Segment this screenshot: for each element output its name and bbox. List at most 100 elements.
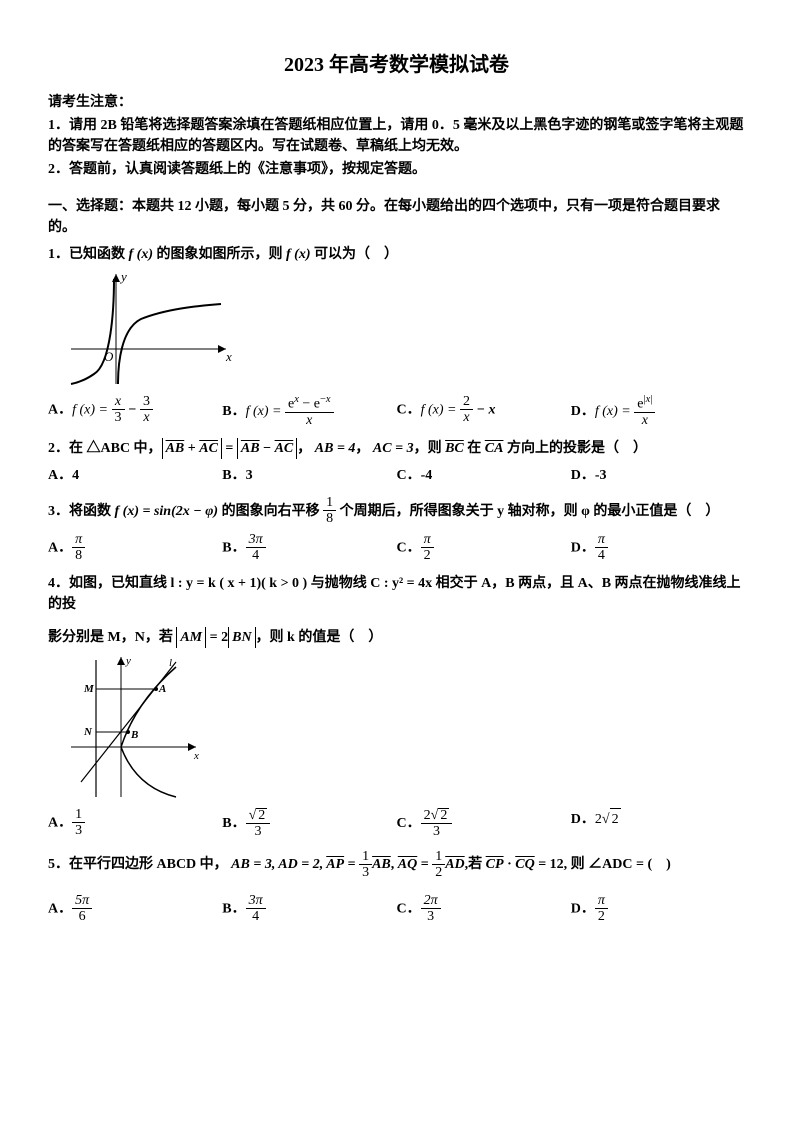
q3b-d: 4 bbox=[246, 548, 266, 563]
q1-fx1: f (x) bbox=[129, 247, 154, 262]
q4-stem2: 影分别是 M，N，若 AM = 2BN，则 k 的值是（ ） bbox=[48, 627, 745, 648]
q3-s3: 个周期后，所得图象关于 y 轴对称，则 φ 的最小正值是（ ） bbox=[336, 504, 719, 519]
svg-text:y: y bbox=[119, 269, 127, 284]
q3c-d: 2 bbox=[421, 548, 434, 563]
q1d-d: x bbox=[634, 413, 655, 428]
svg-text:x: x bbox=[225, 349, 232, 364]
q4c-sq: 2 bbox=[438, 808, 449, 823]
q4c-p: 2 bbox=[424, 808, 431, 823]
q4a-d: 3 bbox=[72, 823, 85, 838]
q4-c: C．2√23 bbox=[397, 808, 571, 839]
q2-s1: 2．在 △ABC 中， bbox=[48, 441, 162, 456]
q1c-label: C． bbox=[397, 402, 421, 417]
q4b-n: √2 bbox=[246, 808, 271, 824]
q3-choices: A．π8 B．3π4 C．π2 D．π4 bbox=[48, 533, 745, 563]
q1b-n: ex − e−x bbox=[285, 395, 334, 413]
q1a-n2: 3 bbox=[140, 395, 153, 410]
q1c-n: 2 bbox=[460, 395, 473, 410]
q3-a: A．π8 bbox=[48, 533, 222, 563]
q4b-l: B． bbox=[222, 816, 245, 831]
q2-m2: ，则 bbox=[414, 441, 446, 456]
svg-text:y: y bbox=[125, 655, 131, 667]
q4d-v: 2√2 bbox=[595, 812, 621, 827]
question-2: 2．在 △ABC 中，AB + AC = AB − AC， AB = 4， AC… bbox=[48, 438, 745, 486]
question-5: 5．在平行四边形 ABCD 中， AB = 3, AD = 2, AP = 13… bbox=[48, 850, 745, 925]
q5-cp: CP bbox=[486, 857, 504, 872]
q4c-l: C． bbox=[397, 816, 421, 831]
q5-f2d: 2 bbox=[432, 865, 445, 880]
q5-aq: AQ bbox=[398, 857, 417, 872]
q1a-d1: 3 bbox=[112, 410, 125, 425]
q5-ab: AB bbox=[372, 857, 391, 872]
q4c-d: 3 bbox=[421, 824, 453, 839]
q2-on: 在 bbox=[464, 441, 485, 456]
q5a-l: A． bbox=[48, 902, 72, 917]
q5-tail: 则 ∠ADC = ( ) bbox=[567, 857, 671, 872]
q3b-l: B． bbox=[222, 540, 245, 555]
q4d-sq: 2 bbox=[610, 808, 621, 830]
q4b-d: 3 bbox=[246, 824, 271, 839]
q3c-l: C． bbox=[397, 540, 421, 555]
notice-head: 请考生注意： bbox=[48, 92, 745, 113]
q3a-l: A． bbox=[48, 540, 72, 555]
q3d-d: 4 bbox=[595, 548, 608, 563]
q2-ac1: AC bbox=[199, 441, 218, 456]
q5b-n: 3π bbox=[246, 894, 266, 909]
page-title: 2023 年高考数学模拟试卷 bbox=[48, 50, 745, 80]
q2-a: A．4 bbox=[48, 465, 222, 486]
q5b-d: 4 bbox=[246, 909, 266, 924]
q1a-n1: x bbox=[112, 395, 125, 410]
q1-graph: x y O bbox=[66, 269, 745, 389]
q3-fx: f (x) = sin(2x − φ) bbox=[115, 504, 219, 519]
q2-b: B．3 bbox=[222, 465, 396, 486]
q1d-label: D． bbox=[571, 404, 595, 419]
q1b-label: B． bbox=[222, 404, 245, 419]
q5d-n: π bbox=[595, 894, 608, 909]
q4d-p: 2 bbox=[595, 812, 602, 827]
svg-text:l: l bbox=[169, 657, 172, 669]
q5b-l: B． bbox=[222, 902, 245, 917]
q1a-f: f (x) = bbox=[72, 402, 111, 417]
q4-choices: A．13 B．√23 C．2√23 D．2√2 bbox=[48, 808, 745, 839]
q1-choices: A．f (x) = x3 − 3x B．f (x) = ex − e−xx C．… bbox=[48, 395, 745, 428]
q3-s1: 3．将函数 bbox=[48, 504, 115, 519]
q4-d: D．2√2 bbox=[571, 808, 745, 839]
q4b-sq: 2 bbox=[256, 808, 267, 823]
q5c-d: 3 bbox=[421, 909, 441, 924]
q5-s1: 5．在平行四边形 ABCD 中， bbox=[48, 857, 228, 872]
q1a-d2: x bbox=[140, 410, 153, 425]
q3d-n: π bbox=[595, 533, 608, 548]
q3c-n: π bbox=[421, 533, 434, 548]
q5-ad: AD bbox=[445, 857, 464, 872]
q5-a: A．5π6 bbox=[48, 894, 222, 924]
q4-a: A．13 bbox=[48, 808, 222, 839]
q1b-d: x bbox=[285, 413, 334, 428]
q5-ruo: 若 bbox=[468, 857, 486, 872]
q2-ca: CA bbox=[485, 441, 504, 456]
q2-choices: A．4 B．3 C．-4 D．-3 bbox=[48, 465, 745, 486]
q2-ab2: AB bbox=[241, 441, 260, 456]
notice-1: 1．请用 2B 铅笔将选择题答案涂填在答题纸相应位置上，请用 0．5 毫米及以上… bbox=[48, 115, 745, 157]
q4d-l: D． bbox=[571, 812, 595, 827]
q4c-n: 2√2 bbox=[421, 808, 453, 824]
q5-f1d: 3 bbox=[359, 865, 372, 880]
q1c-d: x bbox=[460, 410, 473, 425]
q4-stem1: 4．如图，已知直线 l : y = k ( x + 1)( k > 0 ) 与抛… bbox=[48, 573, 745, 615]
q5-eq12: = 12, bbox=[535, 857, 567, 872]
q5-choices: A．5π6 B．3π4 C．2π3 D．π2 bbox=[48, 894, 745, 924]
q3-fd: 8 bbox=[323, 511, 336, 526]
q5-ap: AP bbox=[326, 857, 344, 872]
q1d-n: e|x| bbox=[634, 395, 655, 413]
q5-f2n: 1 bbox=[432, 850, 445, 865]
q5-vals: AB = 3, AD = 2, bbox=[231, 857, 326, 872]
q2-stem: 2．在 △ABC 中，AB + AC = AB − AC， AB = 4， AC… bbox=[48, 441, 647, 456]
q3-d: D．π4 bbox=[571, 533, 745, 563]
q4-s2: 影分别是 M，N，若 bbox=[48, 630, 176, 645]
q1-mid: 的图象如图所示，则 bbox=[153, 247, 286, 262]
q4a-n: 1 bbox=[72, 808, 85, 823]
q2-c: C．-4 bbox=[397, 465, 571, 486]
q5-f1n: 1 bbox=[359, 850, 372, 865]
q3-s2: 的图象向右平移 bbox=[218, 504, 323, 519]
q2-abv: AB = 4 bbox=[315, 441, 356, 456]
svg-text:M: M bbox=[83, 683, 95, 695]
